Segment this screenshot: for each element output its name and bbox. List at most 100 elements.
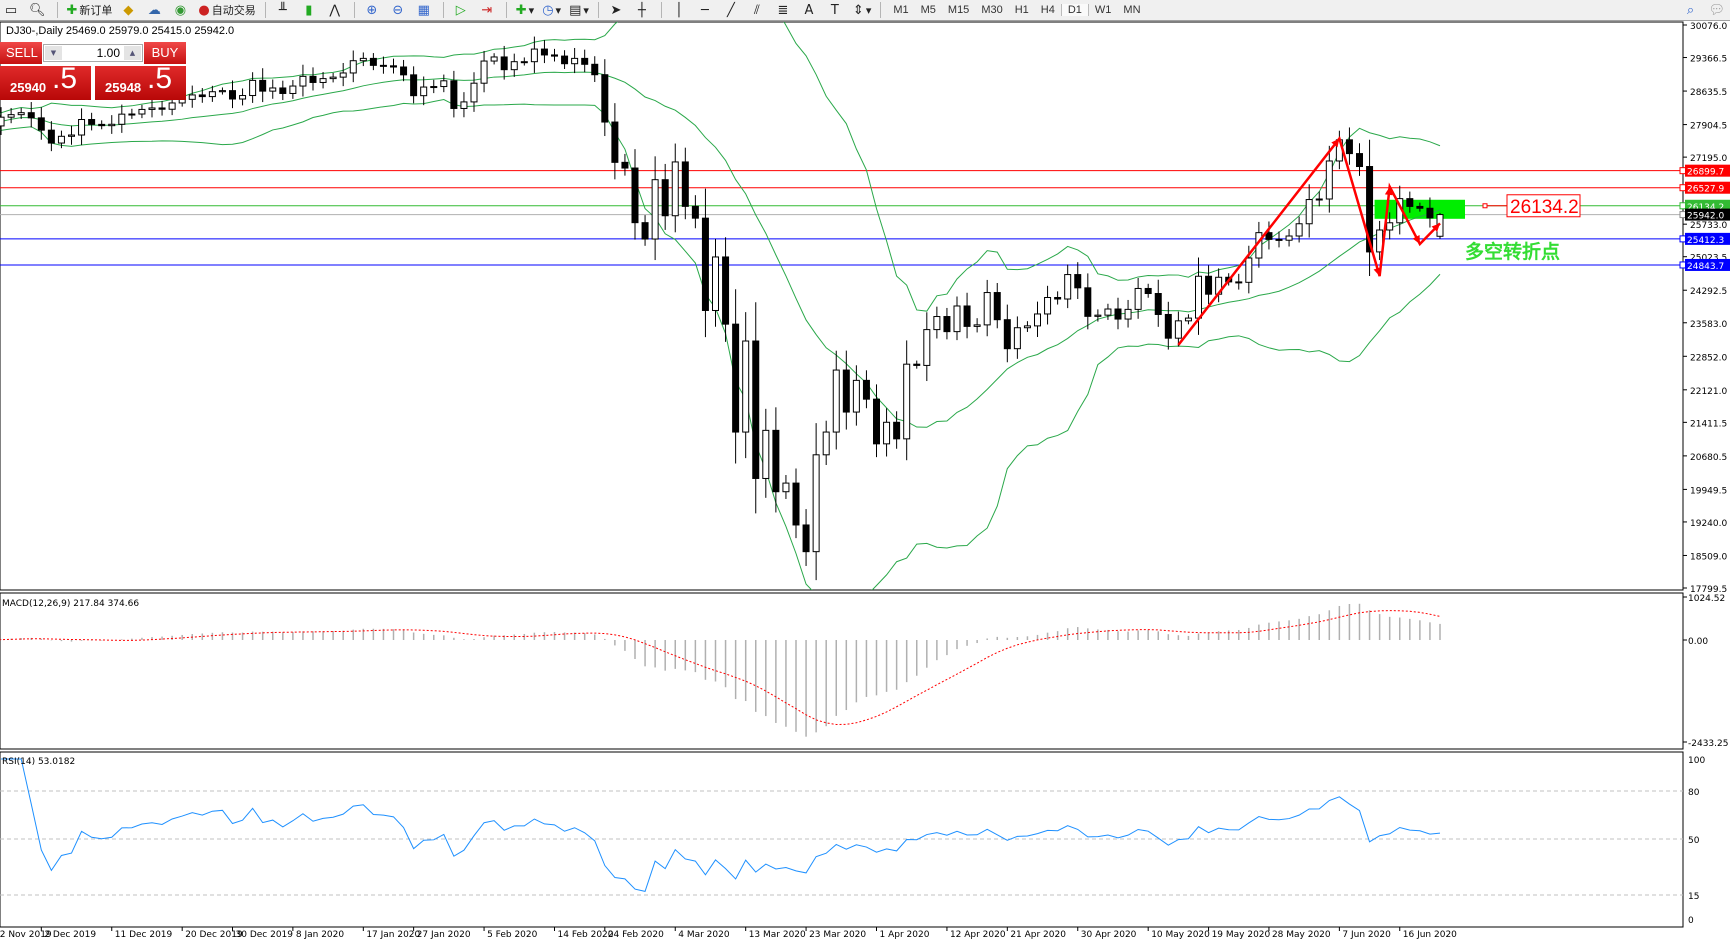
candle-body (57, 135, 65, 144)
candle (0, 107, 5, 135)
text-label-icon: T (830, 2, 839, 18)
zoom-in-button[interactable]: ⊕ (361, 1, 385, 19)
increase-lot-button[interactable]: ▲ (124, 46, 141, 60)
candle-body (581, 57, 589, 65)
chart-shift-button[interactable]: ⇥ (476, 1, 500, 19)
date-tick-label: 11 Dec 2019 (115, 930, 173, 940)
chat-button[interactable]: 💬︎ (1705, 1, 1730, 19)
candle-body (681, 161, 689, 207)
candle (1023, 321, 1031, 332)
candle (762, 408, 770, 498)
vertical-line-tool[interactable]: │ (668, 1, 692, 19)
candle (1044, 285, 1052, 325)
price-label: 24843.7 (1687, 262, 1724, 272)
open-file-button[interactable]: ▭ (0, 1, 24, 19)
horizontal-line-tool[interactable]: ─ (694, 1, 718, 19)
cursor-tool[interactable]: ➤ (605, 1, 629, 19)
tile-windows-button[interactable]: ▦ (413, 1, 437, 19)
timeframe-h1[interactable]: H1 (1014, 4, 1029, 16)
history-button[interactable]: ☁ (143, 1, 167, 19)
text-tool[interactable]: A (798, 1, 822, 19)
indicators-button[interactable]: ✚ ▾ (515, 2, 535, 18)
candle (1275, 231, 1283, 248)
candle-chart-button[interactable]: ▮ (298, 1, 322, 19)
arrow-head (1431, 223, 1440, 232)
candle-body (1114, 308, 1122, 320)
candle (188, 85, 196, 108)
candle-body (1406, 198, 1414, 207)
periods-button[interactable]: ◷ ▾ (542, 2, 562, 18)
buy-button[interactable]: BUY (144, 42, 186, 64)
timeframe-m1[interactable]: M1 (893, 4, 909, 16)
candle-body (1184, 317, 1192, 322)
fibonacci-tool[interactable]: ≣ (772, 1, 796, 19)
separator (353, 2, 355, 18)
buy-price-button[interactable]: 25948 .5 (95, 62, 186, 100)
timeframe-h4[interactable]: H4 (1040, 4, 1055, 16)
new-order-label: 新订单 (79, 4, 113, 17)
arrow-head (1373, 267, 1382, 277)
rsi-line (1, 758, 1441, 892)
signals-button[interactable]: ◉ (169, 1, 193, 19)
new-order-button[interactable]: ✚ 新订单 (64, 1, 116, 19)
zoom-preview-button[interactable]: 🔍︎ (26, 1, 51, 19)
candle (319, 72, 327, 89)
arrows-tool[interactable]: ⇕ ▾ (852, 2, 872, 18)
price-tick-label: 25023.5 (1690, 254, 1727, 264)
lot-size-field[interactable]: ▼ 1.00 ▲ (43, 44, 143, 62)
price-plot (0, 22, 1683, 590)
cloud-icon: ☁ (147, 2, 161, 18)
decrease-lot-button[interactable]: ▼ (45, 46, 62, 60)
price-tick-label: 27904.5 (1690, 122, 1727, 132)
zoom-out-icon: ⊖ (392, 2, 404, 18)
candle (430, 79, 438, 94)
sell-button[interactable]: SELL (0, 42, 42, 64)
templates-button[interactable]: ▤ ▾ (569, 2, 589, 18)
candle (1325, 145, 1333, 213)
timeframe-mn[interactable]: MN (1123, 4, 1141, 16)
candle-body (390, 65, 397, 68)
candle-body (782, 482, 790, 493)
bar-chart-button[interactable]: ╨ (272, 1, 296, 19)
candle (98, 120, 106, 130)
channel-tool[interactable]: ⫽ (746, 1, 770, 19)
timeframe-w1[interactable]: W1 (1094, 4, 1112, 16)
auto-trading-button[interactable]: ● 自动交易 (195, 1, 258, 19)
sell-price-main: 25940 (10, 80, 47, 95)
candle (832, 350, 840, 450)
text-label-tool[interactable]: T (824, 1, 848, 19)
autoscroll-button[interactable]: ▷ (450, 1, 474, 19)
timeframe-d1[interactable]: D1 (1060, 4, 1089, 16)
metaeditor-button[interactable]: ◆ (117, 1, 141, 19)
timeframe-m15[interactable]: M15 (947, 4, 970, 16)
candle (88, 112, 96, 131)
crosshair-tool[interactable]: ┼ (631, 1, 655, 19)
trendline-tool[interactable]: ╱ (720, 1, 744, 19)
search-button[interactable]: ⌕ (1679, 1, 1703, 19)
candle (973, 318, 981, 333)
timeframe-m30[interactable]: M30 (981, 4, 1003, 16)
price-tick-label: 21411.5 (1690, 419, 1727, 429)
line-chart-button[interactable]: ⋀ (324, 1, 348, 19)
candle (631, 149, 639, 240)
candle (862, 370, 870, 409)
timeframe-m5[interactable]: M5 (920, 4, 936, 16)
separator (597, 2, 599, 18)
candle (1265, 221, 1273, 250)
candle (78, 108, 86, 146)
candle-body (17, 112, 25, 116)
date-tick-label: 12 Apr 2020 (950, 930, 1006, 940)
candle-body (1245, 257, 1253, 283)
arrow-head (1331, 138, 1340, 148)
zoom-out-button[interactable]: ⊖ (387, 1, 411, 19)
candle (218, 87, 226, 95)
candle (68, 125, 75, 145)
candle (1094, 309, 1102, 322)
candle (1184, 314, 1192, 325)
candle (1134, 278, 1142, 319)
rsi-tick-label: 50 (1688, 836, 1700, 846)
sell-price-button[interactable]: 25940 .5 (0, 62, 91, 100)
zigzag-arrow (1177, 135, 1441, 346)
candle (681, 147, 689, 220)
